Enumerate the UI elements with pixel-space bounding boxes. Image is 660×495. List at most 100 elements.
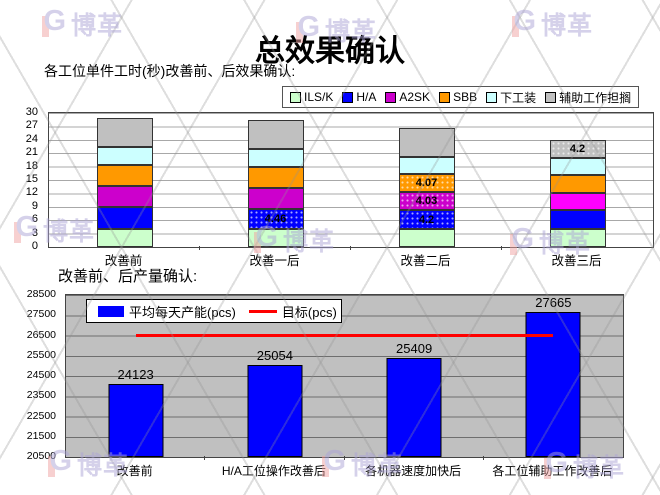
- legend-item-target: 目标(pcs): [248, 302, 337, 321]
- legend-item-capacity: 平均每天产能(pcs): [98, 302, 236, 321]
- stacked-bar: 4.46: [247, 120, 304, 247]
- category-label: H/A工位操作改善后: [221, 464, 326, 478]
- legend-item: A2SK: [385, 90, 430, 104]
- y-axis-tick-label: 24: [25, 132, 38, 145]
- segment-value-label: 4.46: [264, 213, 287, 226]
- y-axis-tick-label: 20500: [26, 450, 56, 462]
- worktime-category-cell: 4.2 4.03 4.07: [351, 113, 502, 247]
- x-axis-tick: [199, 246, 200, 250]
- capacity-category-cell: 24123: [66, 295, 205, 457]
- y-axis-tick-label: 27: [25, 119, 38, 132]
- legend-label: 辅助工作担搁: [559, 90, 632, 105]
- legend-label: ILS/K: [304, 90, 334, 104]
- y-axis-tick-label: 18: [25, 159, 38, 172]
- bar-segment: [398, 229, 455, 247]
- bar-segment: [96, 185, 153, 207]
- category-label: 改善前: [116, 464, 153, 478]
- target-line: [135, 334, 554, 337]
- y-axis-tick-label: 21500: [26, 429, 56, 442]
- y-axis-tick-label: 22500: [26, 409, 56, 422]
- bar-segment: [96, 229, 153, 247]
- worktime-chart-x-axis: 改善前 改善一后 改善二后 改善三后: [48, 250, 652, 269]
- y-axis-tick-label: 6: [31, 213, 38, 226]
- bar-value-label: 27665: [535, 294, 572, 310]
- bar-segment: [96, 146, 153, 166]
- bar-segment: [247, 148, 304, 167]
- bar-segment: [96, 165, 153, 186]
- bar-segment: [549, 158, 606, 176]
- y-axis-tick-label: 27500: [26, 308, 56, 321]
- worktime-chart-y-axis: 0 3 6 9 12 15 18 21 24 27 30: [0, 106, 44, 252]
- y-axis-tick-label: 23500: [26, 389, 56, 402]
- segment-value-label: 4.03: [415, 195, 438, 208]
- legend-swatch: [486, 91, 498, 103]
- y-axis-tick-label: 28500: [26, 288, 56, 300]
- legend-bar-swatch: [98, 305, 124, 317]
- legend-label: 平均每天产能(pcs): [129, 304, 236, 320]
- category-label: 改善三后: [551, 254, 602, 268]
- y-axis-tick-label: 30: [25, 106, 38, 118]
- y-axis-tick-label: 15: [25, 173, 38, 185]
- legend-swatch: [342, 91, 354, 103]
- bar-segment: 4.2: [398, 210, 455, 230]
- capacity-chart-y-axis: 20500 21500 22500 23500 24500 25500 26500 27500…: [0, 288, 60, 462]
- legend-item: 下工装: [486, 89, 536, 106]
- legend-label: 目标(pcs): [281, 304, 337, 320]
- capacity-category-cell: 27665: [484, 295, 623, 457]
- legend-item: 辅助工作担搁: [545, 89, 631, 106]
- legend-line-swatch: [248, 309, 277, 313]
- y-axis-tick-label: 0: [31, 240, 38, 252]
- legend-item: ILS/K: [290, 90, 333, 104]
- bar-segment: [96, 206, 153, 230]
- bar-value-label: 25409: [396, 340, 433, 356]
- bar-value-label: 25054: [256, 347, 293, 363]
- y-axis-tick-label: 21: [25, 146, 38, 159]
- segment-value-label: 4.2: [418, 213, 435, 226]
- bar-value-label: 24123: [117, 366, 154, 382]
- stacked-bar: [96, 118, 153, 247]
- bar-segment: [247, 166, 304, 189]
- y-axis-tick-label: 25500: [26, 348, 56, 361]
- worktime-chart-legend: ILS/K H/A A2SK SBB 下工装 辅助工作担搁: [282, 86, 640, 108]
- x-axis-tick: [204, 456, 206, 460]
- legend-swatch: [439, 91, 451, 103]
- bar-segment: [549, 210, 606, 230]
- y-axis-tick-label: 3: [31, 226, 38, 239]
- worktime-stacked-bar-chart: 4.46 4.2 4.03 4.07 4.2: [48, 112, 654, 248]
- bar-segment: [398, 157, 455, 175]
- worktime-category-cell: 4.2: [502, 113, 653, 247]
- capacity-category-cell: 25409: [345, 295, 484, 457]
- segment-value-label: 4.2: [569, 143, 586, 156]
- capacity-category-cell: 25054: [205, 295, 344, 457]
- y-axis-tick-label: 9: [31, 199, 38, 212]
- bar-segment: 4.07: [398, 174, 455, 193]
- legend-swatch: [545, 91, 557, 103]
- y-axis-tick-label: 24500: [26, 369, 56, 381]
- y-axis-tick-label: 12: [25, 186, 38, 199]
- capacity-chart-legend: 平均每天产能(pcs) 目标(pcs): [86, 299, 342, 323]
- legend-swatch: [290, 91, 301, 103]
- legend-item: H/A: [342, 90, 376, 104]
- stacked-bar: 4.2: [549, 139, 606, 247]
- x-axis-tick: [501, 246, 502, 250]
- bar-segment: [549, 193, 606, 211]
- legend-label: H/A: [356, 90, 377, 104]
- capacity-chart-plot-area: 24123 25054 25409 27665: [66, 295, 623, 457]
- capacity-chart-heading: 改善前、后产量确认:: [58, 268, 198, 285]
- bar-segment: [96, 118, 153, 147]
- capacity-chart-x-axis: 改善前 H/A工位操作改善后 各机器速度加快后 各工位辅助工作改善后: [65, 462, 622, 479]
- category-label: 改善二后: [400, 254, 451, 268]
- legend-label: 下工装: [500, 90, 537, 105]
- stacked-bar: 4.2 4.03 4.07: [398, 128, 455, 247]
- category-label: 改善前: [104, 254, 143, 268]
- x-axis-tick: [350, 246, 351, 250]
- legend-label: SBB: [453, 90, 478, 104]
- worktime-chart-plot-area: 4.46 4.2 4.03 4.07 4.2: [49, 113, 653, 247]
- page-title: 总效果确认: [255, 35, 405, 69]
- category-label: 改善一后: [249, 254, 300, 268]
- bar-segment: [549, 175, 606, 194]
- bar-segment: 4.46: [247, 209, 304, 230]
- x-axis-tick: [482, 456, 484, 460]
- capacity-bar: [386, 357, 442, 457]
- bar-segment: [247, 188, 304, 210]
